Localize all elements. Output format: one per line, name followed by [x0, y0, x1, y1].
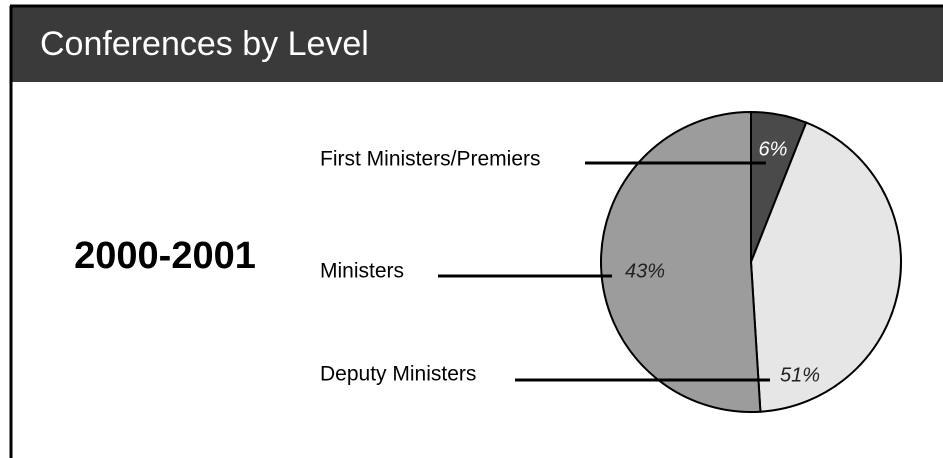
value-label: 6%: [759, 138, 788, 160]
category-label: First Ministers/Premiers: [320, 148, 541, 171]
chart-title: Conferences by Level: [40, 25, 369, 63]
category-label: Deputy Ministers: [320, 363, 476, 386]
header-band: [10, 6, 943, 82]
value-label: 43%: [625, 260, 665, 282]
pie-slice: [749, 121, 902, 413]
value-label: 51%: [780, 364, 820, 386]
chart-subtitle: 2000-2001: [74, 235, 256, 277]
pie: [600, 110, 902, 413]
category-label: Ministers: [320, 260, 404, 283]
pie-slice: [600, 110, 762, 413]
